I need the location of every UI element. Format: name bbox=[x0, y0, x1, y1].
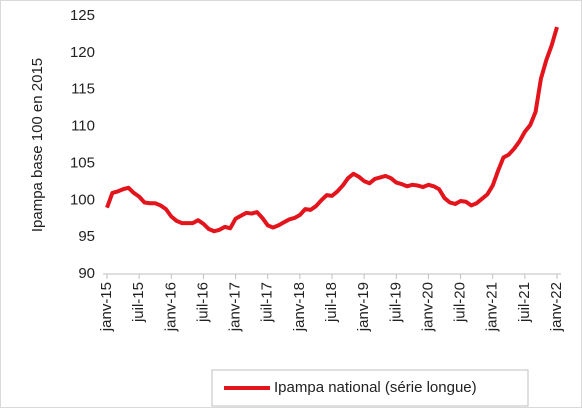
x-tick-label: janv-18 bbox=[291, 282, 308, 332]
x-tick-label: juil-19 bbox=[387, 282, 404, 323]
x-tick-label: janv-16 bbox=[162, 282, 179, 332]
x-tick-label: juil-16 bbox=[194, 282, 211, 323]
y-tick-label: 95 bbox=[78, 228, 95, 245]
x-tick-label: janv-20 bbox=[419, 282, 436, 332]
y-tick-label: 125 bbox=[70, 7, 95, 24]
x-tick-label: juil-18 bbox=[323, 282, 340, 323]
y-tick-label: 90 bbox=[78, 265, 95, 282]
y-tick-label: 105 bbox=[70, 154, 95, 171]
x-tick-label: janv-17 bbox=[227, 282, 244, 332]
x-tick-label: juil-17 bbox=[259, 282, 276, 323]
x-tick-label: juil-21 bbox=[516, 282, 533, 323]
x-tick-label: janv-15 bbox=[98, 282, 115, 332]
x-tick-label: janv-19 bbox=[355, 282, 372, 332]
y-tick-label: 120 bbox=[70, 44, 95, 61]
x-tick-label: janv-22 bbox=[548, 282, 565, 332]
x-tick-label: juil-15 bbox=[130, 282, 147, 323]
y-tick-label: 100 bbox=[70, 191, 95, 208]
legend-label: Ipampa national (série longue) bbox=[274, 379, 477, 396]
x-tick-label: janv-21 bbox=[484, 282, 501, 332]
y-tick-label: 115 bbox=[71, 81, 95, 98]
y-axis-title: Ipampa base 100 en 2015 bbox=[29, 58, 46, 232]
series-line bbox=[105, 26, 559, 234]
x-tick-label: juil-20 bbox=[452, 282, 469, 323]
y-tick-label: 110 bbox=[71, 118, 95, 135]
